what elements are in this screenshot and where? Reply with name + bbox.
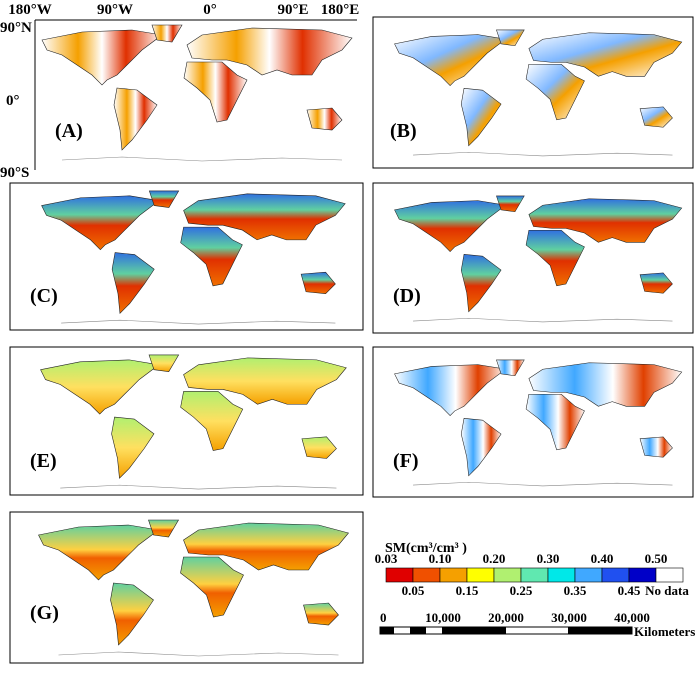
panel-frame bbox=[372, 346, 694, 498]
map bbox=[41, 24, 353, 162]
legend-swatch bbox=[385, 567, 414, 583]
legend-label: 0.10 bbox=[429, 551, 452, 566]
map bbox=[394, 359, 683, 487]
x-axis-label: 180°W bbox=[8, 2, 52, 18]
y-axis-label: 90°N bbox=[0, 20, 32, 36]
panel-label: (C) bbox=[30, 285, 58, 307]
legend-label: 0.45 bbox=[618, 583, 641, 598]
panel-label: (B) bbox=[390, 120, 417, 142]
legend-label: 0.05 bbox=[402, 583, 425, 598]
legend-swatch bbox=[628, 567, 657, 583]
y-axis-label: 0° bbox=[6, 93, 20, 109]
panel-frame bbox=[9, 346, 364, 496]
map bbox=[394, 29, 683, 157]
map bbox=[41, 190, 346, 325]
scale-label: 40,000 bbox=[614, 610, 650, 625]
scale-label: 10,000 bbox=[425, 610, 461, 625]
panel-label: (D) bbox=[393, 285, 421, 307]
legend-swatch bbox=[655, 567, 684, 583]
x-axis-label: 90°E bbox=[277, 2, 308, 18]
scale-unit: Kilometers bbox=[634, 624, 695, 639]
y-axis-label: 90°S bbox=[0, 165, 29, 181]
scale-label: 30,000 bbox=[551, 610, 587, 625]
legend-swatch bbox=[466, 567, 495, 583]
legend-swatch bbox=[547, 567, 576, 583]
legend-swatch bbox=[412, 567, 441, 583]
panel-frame bbox=[9, 511, 364, 664]
x-axis-label: 90°W bbox=[97, 2, 133, 18]
scale-label: 0 bbox=[380, 610, 387, 625]
legend-label: 0.15 bbox=[456, 583, 479, 598]
scale-bar bbox=[379, 626, 633, 635]
map bbox=[40, 354, 347, 490]
legend-label: 0.40 bbox=[591, 551, 614, 566]
panel-label: (G) bbox=[30, 602, 59, 624]
legend-label: 0.20 bbox=[483, 551, 506, 566]
scale-labels: 0 10,000 20,000 30,000 40,000 bbox=[380, 610, 650, 625]
panel-frame bbox=[372, 16, 694, 169]
legend-label: No data bbox=[645, 583, 689, 598]
legend-label: 0.03 bbox=[375, 551, 398, 566]
legend-label: 0.50 bbox=[645, 551, 668, 566]
panel-frame bbox=[372, 182, 694, 334]
legend-swatch bbox=[493, 567, 522, 583]
panel-label: (A) bbox=[55, 120, 83, 142]
map bbox=[38, 519, 349, 657]
panel-frame bbox=[9, 182, 364, 331]
legend-swatch bbox=[574, 567, 603, 583]
legend-swatch bbox=[520, 567, 549, 583]
legend-swatch bbox=[439, 567, 468, 583]
legend-swatch bbox=[601, 567, 630, 583]
scale-label: 20,000 bbox=[488, 610, 524, 625]
legend-label: 0.35 bbox=[564, 583, 587, 598]
x-axis-label: 180°E bbox=[321, 2, 360, 18]
panel-label: (E) bbox=[30, 450, 57, 472]
panel-label: (F) bbox=[393, 450, 419, 472]
x-axis-label: 0° bbox=[203, 2, 217, 18]
legend-label: 0.30 bbox=[537, 551, 560, 566]
map bbox=[394, 195, 683, 323]
legend-label: 0.25 bbox=[510, 583, 533, 598]
legend: 0.03 0.10 0.20 0.30 0.40 0.50 0.05 0.15 0.25 0.35… bbox=[375, 551, 690, 598]
legend-title: SM(cm³/cm³ ) bbox=[385, 541, 467, 556]
